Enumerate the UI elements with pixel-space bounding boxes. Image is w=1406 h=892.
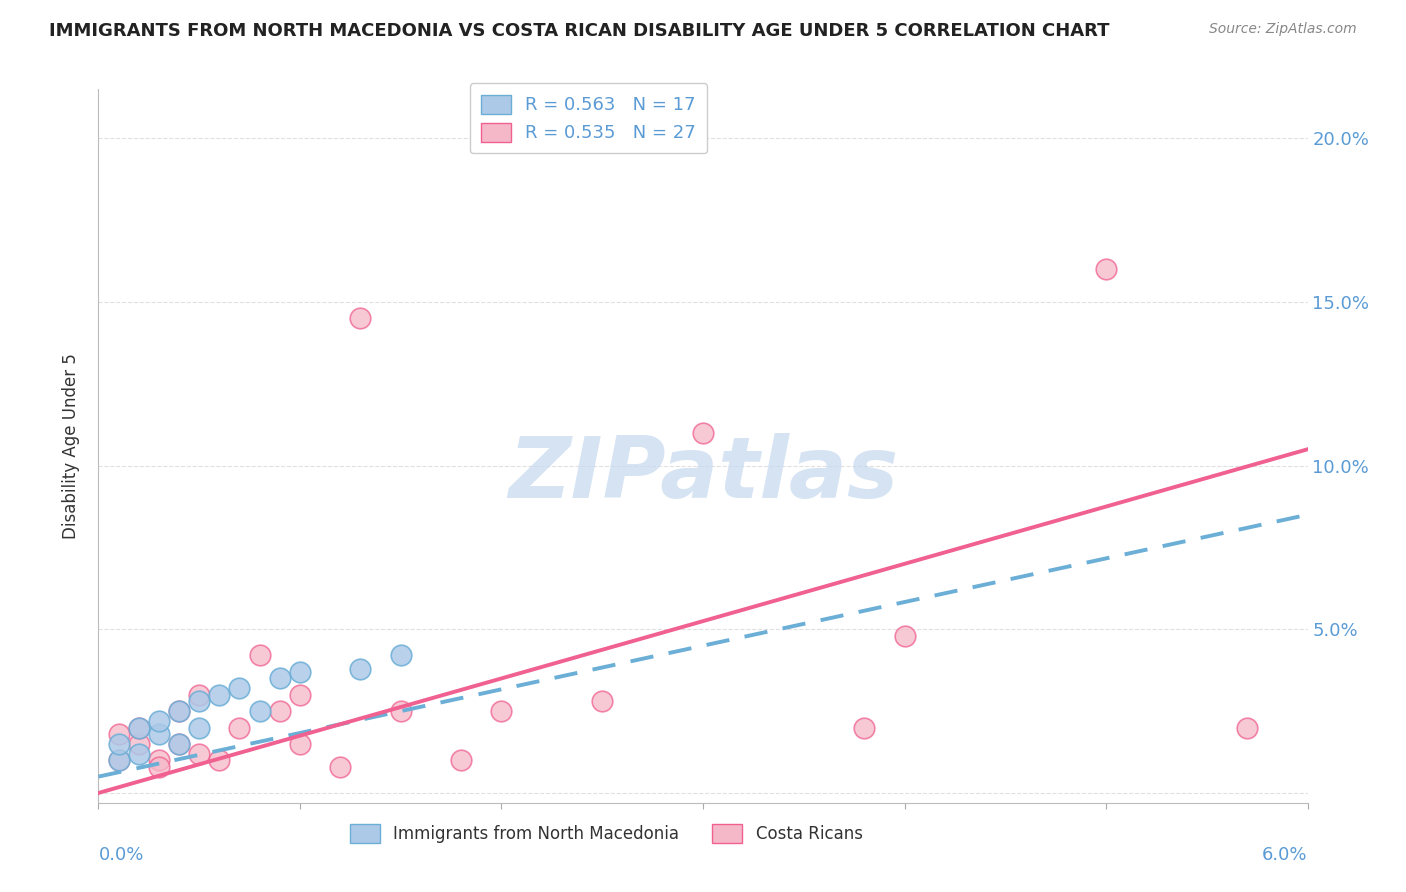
Y-axis label: Disability Age Under 5: Disability Age Under 5	[62, 353, 80, 539]
Point	[349, 311, 371, 326]
Point	[228, 681, 250, 696]
Point	[893, 629, 915, 643]
Point	[128, 747, 150, 761]
Point	[389, 704, 412, 718]
Point	[148, 753, 170, 767]
Point	[208, 753, 231, 767]
Text: 6.0%: 6.0%	[1263, 846, 1308, 863]
Point	[128, 721, 150, 735]
Point	[288, 688, 311, 702]
Point	[167, 704, 190, 718]
Point	[167, 737, 190, 751]
Point	[188, 721, 211, 735]
Point	[349, 662, 371, 676]
Point	[107, 737, 129, 751]
Point	[450, 753, 472, 767]
Point	[249, 648, 271, 663]
Point	[288, 665, 311, 679]
Point	[188, 747, 211, 761]
Point	[329, 760, 352, 774]
Point	[107, 753, 129, 767]
Point	[107, 753, 129, 767]
Point	[389, 648, 412, 663]
Point	[208, 688, 231, 702]
Point	[188, 688, 211, 702]
Point	[249, 704, 271, 718]
Text: IMMIGRANTS FROM NORTH MACEDONIA VS COSTA RICAN DISABILITY AGE UNDER 5 CORRELATIO: IMMIGRANTS FROM NORTH MACEDONIA VS COSTA…	[49, 22, 1109, 40]
Point	[128, 737, 150, 751]
Point	[269, 672, 291, 686]
Point	[188, 694, 211, 708]
Legend: Immigrants from North Macedonia, Costa Ricans: Immigrants from North Macedonia, Costa R…	[342, 815, 872, 852]
Point	[1095, 262, 1118, 277]
Point	[228, 721, 250, 735]
Point	[591, 694, 613, 708]
Point	[148, 760, 170, 774]
Point	[853, 721, 876, 735]
Point	[288, 737, 311, 751]
Point	[692, 425, 714, 440]
Point	[269, 704, 291, 718]
Point	[148, 714, 170, 728]
Text: Source: ZipAtlas.com: Source: ZipAtlas.com	[1209, 22, 1357, 37]
Point	[148, 727, 170, 741]
Point	[491, 704, 513, 718]
Point	[167, 704, 190, 718]
Point	[107, 727, 129, 741]
Text: ZIPatlas: ZIPatlas	[508, 433, 898, 516]
Point	[1236, 721, 1258, 735]
Point	[167, 737, 190, 751]
Text: 0.0%: 0.0%	[98, 846, 143, 863]
Point	[128, 721, 150, 735]
